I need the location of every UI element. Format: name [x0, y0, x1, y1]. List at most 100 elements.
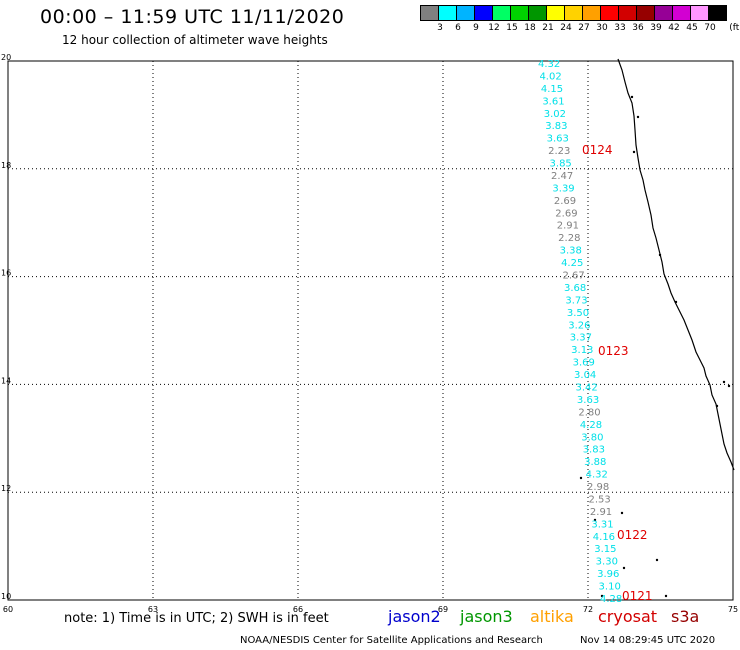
satellite-legend-jason3: jason3: [460, 607, 513, 626]
y-tick-label: 12: [1, 484, 11, 493]
color-scale-label: 42: [668, 23, 680, 33]
swh-value-label: 2.91: [590, 507, 612, 518]
timestamp-text: Nov 14 08:29:45 UTC 2020: [580, 635, 716, 646]
swh-value-label: 2.47: [551, 171, 573, 182]
x-tick-label: 60: [3, 605, 13, 614]
swh-value-label: 4.32: [538, 59, 560, 70]
island-dot: [620, 511, 624, 515]
swh-value-label: 3.13: [571, 345, 593, 356]
color-scale-unit: (ft): [729, 23, 740, 33]
swh-value-label: 2.69: [554, 196, 576, 207]
swh-value-label: 3.50: [567, 308, 589, 319]
pass-time-label: 0121: [622, 589, 653, 603]
color-scale-label: 12: [488, 23, 500, 33]
island-dot: [622, 566, 626, 570]
swh-value-label: 3.63: [547, 134, 569, 145]
map-frame: [7, 60, 734, 601]
color-scale-label: 45: [686, 23, 698, 33]
swh-value-label: 3.83: [583, 445, 605, 456]
credit-text: NOAA/NESDIS Center for Satellite Applica…: [240, 635, 543, 646]
island-dot: [727, 384, 731, 388]
swh-value-label: 2.53: [588, 494, 610, 505]
x-tick-label: 75: [728, 605, 738, 614]
color-scale-label: 18: [524, 23, 536, 33]
swh-value-label: 4.28: [580, 420, 602, 431]
page-subtitle: 12 hour collection of altimeter wave hei…: [62, 33, 328, 47]
x-tick-label: 63: [148, 605, 158, 614]
swh-value-label: 2.98: [587, 482, 609, 493]
swh-value-label: 3.85: [550, 159, 572, 170]
swh-value-label: 4.02: [539, 71, 561, 82]
x-tick-label: 69: [438, 605, 448, 614]
pass-time-label: 0123: [598, 344, 629, 358]
swh-value-label: 3.68: [564, 283, 586, 294]
swh-value-label: 3.39: [552, 183, 574, 194]
swh-value-label: 4.25: [561, 258, 583, 269]
island-dot: [632, 150, 636, 154]
island-dot: [664, 594, 668, 598]
swh-value-label: 3.26: [568, 320, 590, 331]
swh-value-label: 3.37: [570, 333, 592, 344]
y-tick-label: 18: [1, 161, 11, 170]
color-scale-label: 39: [650, 23, 662, 33]
satellite-legend-s3a: s3a: [671, 607, 700, 626]
swh-value-label: 2.67: [563, 271, 585, 282]
swh-value-label: 3.88: [584, 457, 606, 468]
swh-value-label: 3.73: [565, 295, 587, 306]
color-scale-label: 6: [455, 23, 461, 33]
island-dot: [636, 115, 640, 119]
pass-time-label: 0124: [582, 143, 613, 157]
swh-value-label: 4.28: [600, 594, 622, 605]
swh-value-label: 2.28: [558, 233, 580, 244]
swh-value-label: 3.61: [542, 96, 564, 107]
color-scale-label: 24: [560, 23, 572, 33]
swh-value-label: 3.69: [573, 358, 595, 369]
swh-value-label: 3.30: [596, 557, 618, 568]
y-tick-label: 10: [1, 592, 11, 601]
swh-value-label: 3.10: [599, 582, 621, 593]
pass-time-label: 0122: [617, 528, 648, 542]
x-tick-label: 66: [293, 605, 303, 614]
swh-value-label: 3.96: [597, 569, 619, 580]
swh-value-label: 3.83: [545, 121, 567, 132]
island-dot: [655, 558, 659, 562]
y-tick-label: 20: [1, 53, 11, 62]
swh-value-label: 2.69: [555, 208, 577, 219]
swh-value-label: 2.80: [578, 407, 600, 418]
island-dot: [658, 253, 662, 257]
page-title: 00:00 – 11:59 UTC 11/11/2020: [40, 6, 345, 28]
color-swatch: [708, 5, 727, 21]
swh-value-label: 3.63: [577, 395, 599, 406]
color-scale-label: 70: [704, 23, 716, 33]
swh-value-label: 4.32: [586, 470, 608, 481]
swh-value-label: 4.16: [593, 532, 615, 543]
color-scale-label: 30: [596, 23, 608, 33]
color-scale-label: 27: [578, 23, 590, 33]
island-dot: [715, 404, 719, 408]
color-scale-label: 9: [473, 23, 479, 33]
y-tick-label: 16: [1, 269, 11, 278]
color-scale-label: 3: [437, 23, 443, 33]
island-dot: [600, 594, 604, 598]
y-tick-label: 14: [1, 376, 11, 385]
swh-value-label: 3.31: [591, 519, 613, 530]
swh-value-label: 3.04: [574, 370, 596, 381]
color-scale-label: 15: [506, 23, 518, 33]
satellite-legend-cryosat: cryosat: [598, 607, 658, 626]
footer-note: note: 1) Time is in UTC; 2) SWH is in fe…: [64, 611, 329, 626]
swh-value-label: 3.15: [594, 544, 616, 555]
island-dot: [630, 95, 634, 99]
satellite-legend-altika: altika: [530, 607, 574, 626]
color-scale-label: 36: [632, 23, 644, 33]
swh-value-label: 3.80: [581, 432, 603, 443]
swh-value-label: 2.23: [548, 146, 570, 157]
swh-value-label: 3.02: [544, 109, 566, 120]
swh-value-label: 4.15: [541, 84, 563, 95]
swh-value-label: 3.38: [560, 246, 582, 257]
color-scale-label: 33: [614, 23, 626, 33]
island-dot: [579, 476, 583, 480]
color-scale-label: 21: [542, 23, 554, 33]
x-tick-label: 72: [583, 605, 593, 614]
island-dot: [593, 518, 597, 522]
swh-value-label: 2.91: [557, 221, 579, 232]
